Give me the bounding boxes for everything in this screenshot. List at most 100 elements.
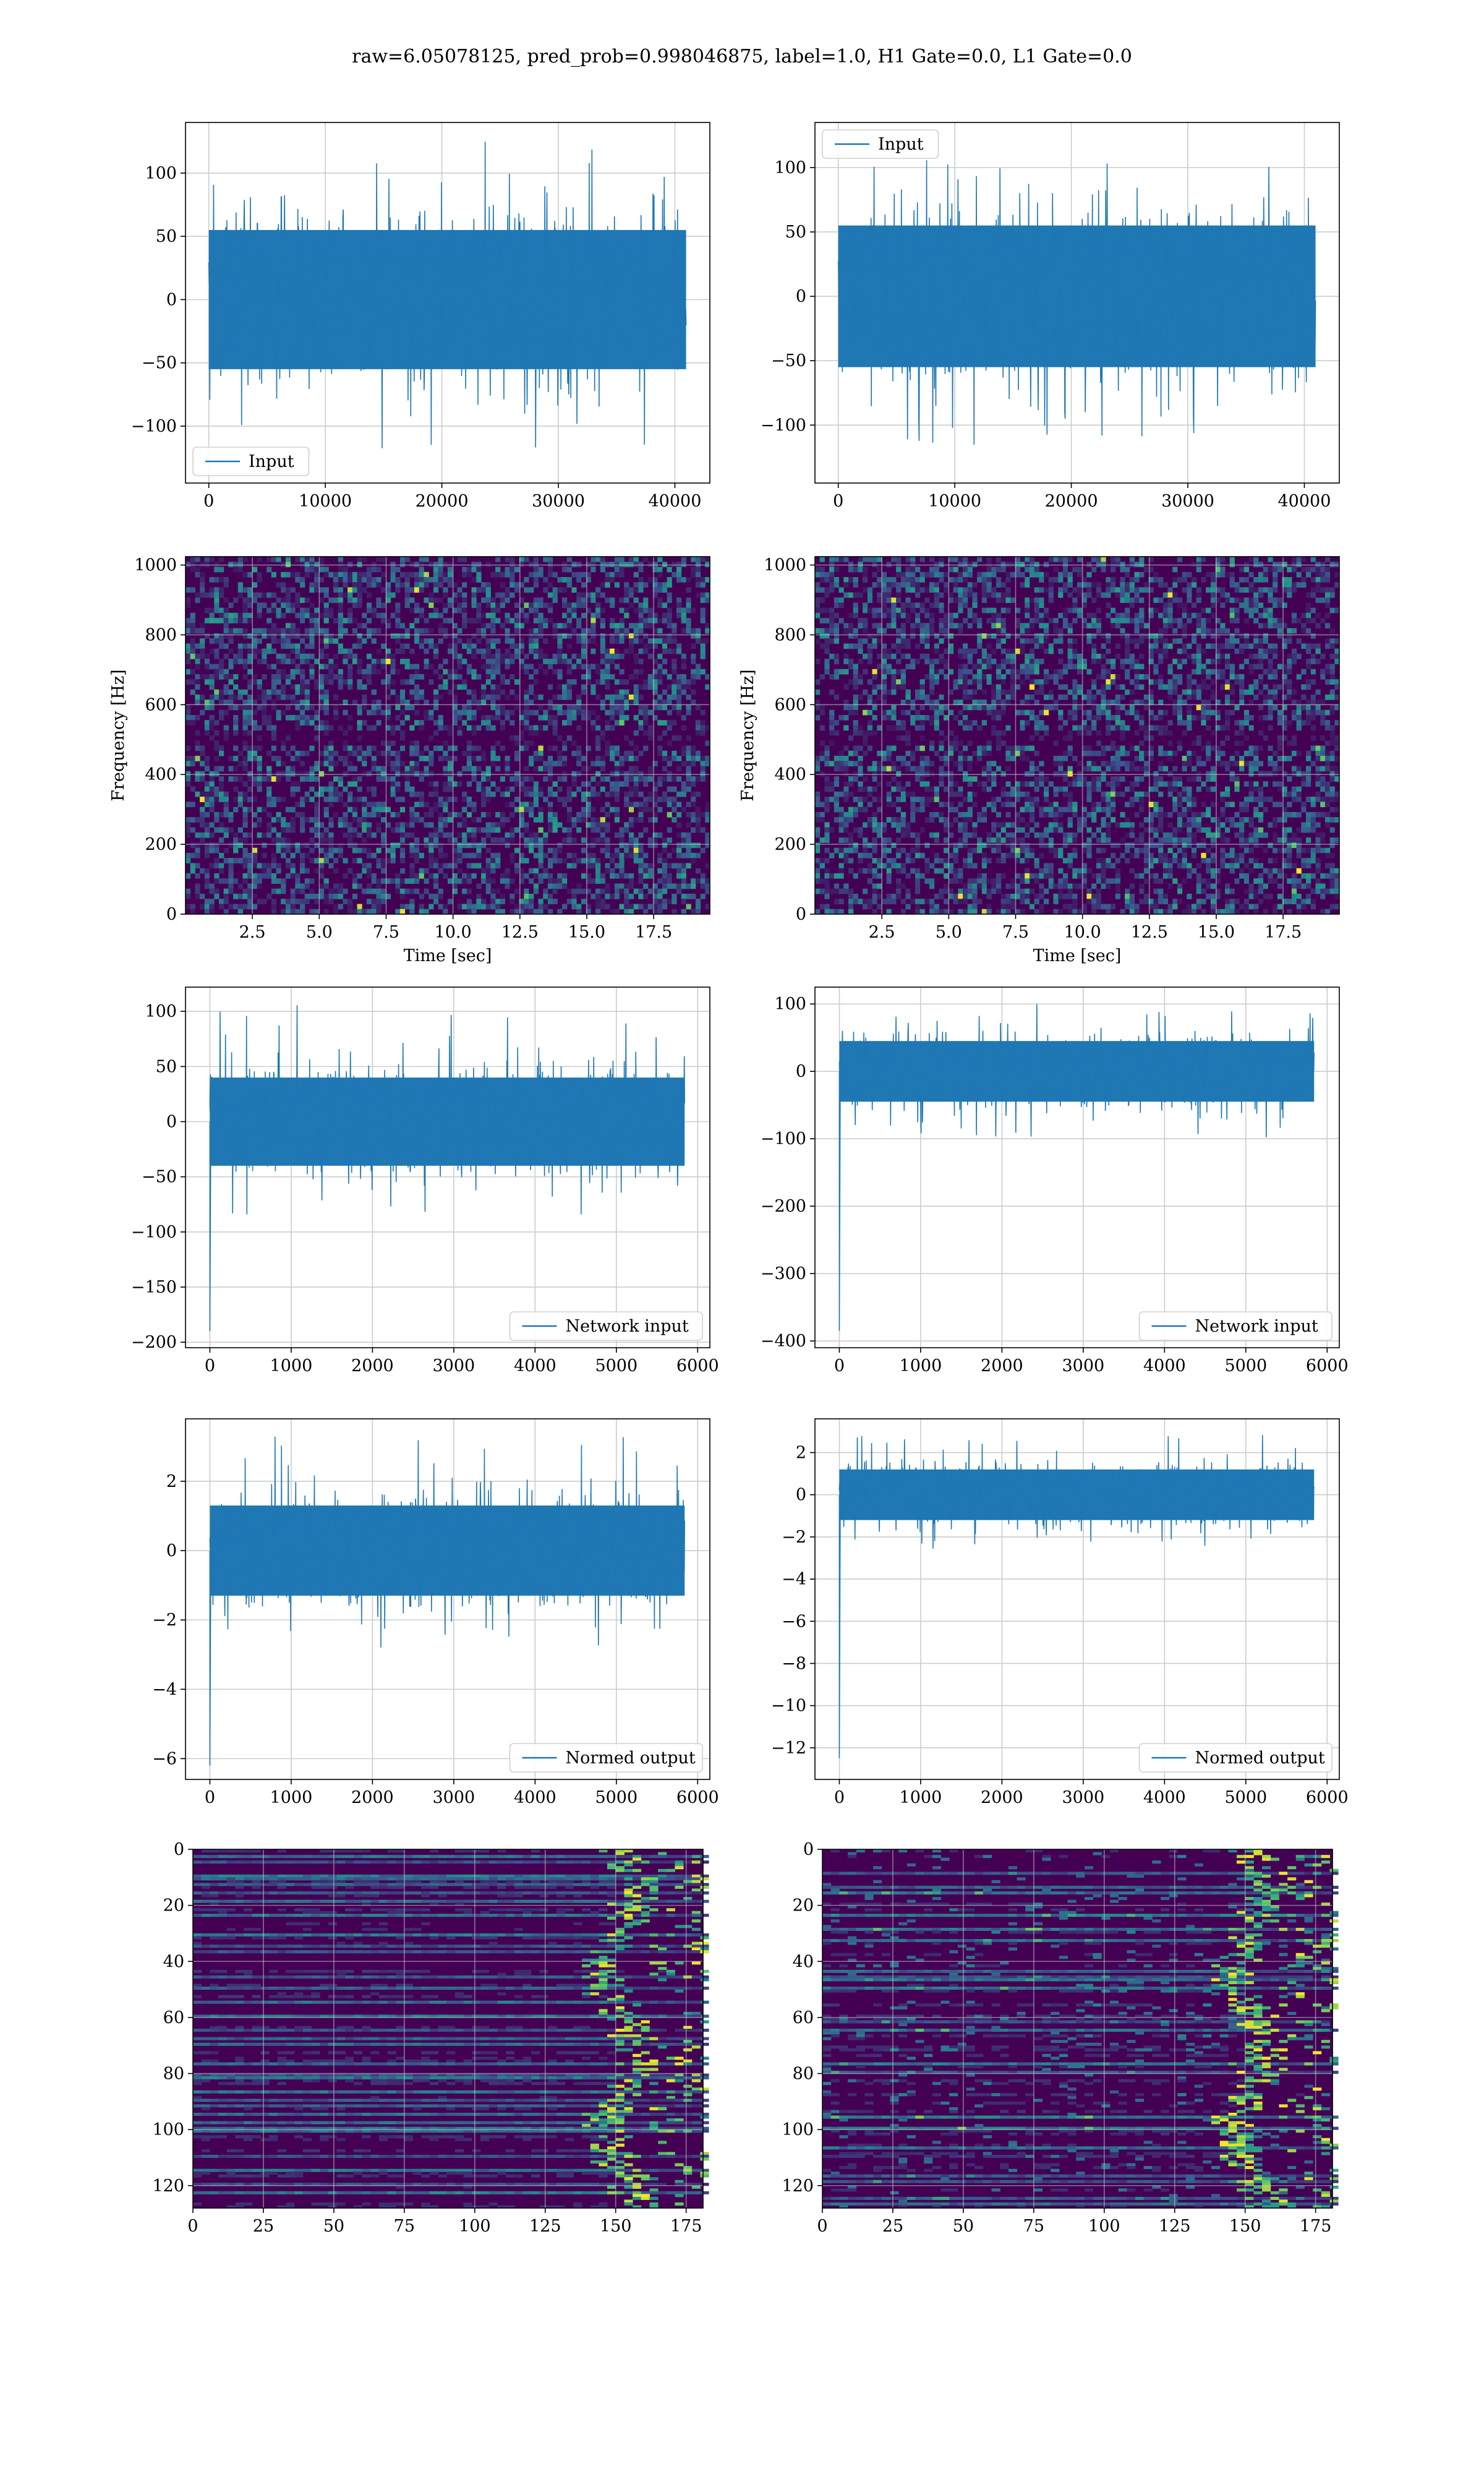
- heatmap-cell: [610, 618, 615, 623]
- heatmap-cell: [557, 704, 563, 711]
- heatmap-cell: [944, 704, 949, 711]
- heatmap-cell: [963, 715, 968, 721]
- heatmap-cell: [314, 684, 320, 690]
- heatmap-cell: [910, 797, 916, 802]
- heatmap-cell: [586, 669, 591, 675]
- heatmap-cell: [485, 638, 491, 644]
- heatmap-cell: [214, 878, 220, 884]
- heatmap-cell: [242, 700, 248, 705]
- heatmap-cell: [667, 694, 672, 700]
- heatmap-cell: [300, 899, 305, 904]
- heatmap-cell: [424, 618, 429, 623]
- heatmap-cell: [490, 638, 496, 644]
- heatmap-cell: [652, 786, 658, 792]
- heatmap-cell: [186, 597, 191, 603]
- heatmap-cell: [471, 694, 477, 700]
- heatmap-cell: [533, 648, 539, 654]
- heatmap-cell: [433, 669, 439, 675]
- heatmap-cell: [595, 587, 601, 593]
- heatmap-cell: [214, 740, 220, 747]
- heatmap-cell: [571, 894, 577, 899]
- heatmap-cell: [829, 562, 835, 568]
- heatmap-cell: [448, 577, 453, 583]
- heatmap-cell: [872, 817, 877, 823]
- heatmap-cell: [886, 858, 892, 863]
- heatmap-cell: [409, 766, 415, 772]
- heatmap-cell: [881, 715, 887, 721]
- heatmap-cells: [186, 557, 710, 915]
- heatmap-cell: [853, 567, 858, 573]
- heatmap-cell: [877, 781, 882, 787]
- heatmap-cell: [433, 863, 439, 869]
- heatmap-cell: [905, 827, 911, 833]
- heatmap-cell: [667, 597, 672, 603]
- heatmap-cell: [376, 704, 382, 711]
- heatmap-cell: [385, 745, 391, 751]
- heatmap-cell: [195, 674, 200, 680]
- heatmap-cell: [505, 612, 510, 618]
- heatmap-cell: [967, 781, 973, 787]
- heatmap-cell: [944, 873, 949, 879]
- heatmap-cell: [252, 873, 258, 879]
- heatmap-cell: [190, 761, 195, 767]
- heatmap-cell: [815, 607, 821, 614]
- heatmap-cell: [595, 878, 601, 884]
- heatmap-cell: [963, 689, 968, 695]
- heatmap-cell: [371, 709, 377, 716]
- heatmap-cell: [929, 899, 935, 904]
- heatmap-cell: [371, 704, 377, 711]
- heatmap-cell: [476, 618, 482, 623]
- heatmap-cell: [505, 587, 510, 593]
- heatmap-cell: [877, 863, 882, 869]
- heatmap-cell: [433, 786, 439, 792]
- heatmap-cell: [219, 577, 224, 583]
- heatmap-cell: [237, 592, 244, 598]
- heatmap-cell: [242, 797, 248, 802]
- heatmap-cell: [352, 858, 358, 863]
- heatmap-cell: [915, 567, 921, 573]
- heatmap-cell: [638, 894, 644, 899]
- heatmap-cell: [376, 659, 382, 664]
- heatmap-cell: [352, 781, 358, 787]
- heatmap-cell: [566, 577, 572, 583]
- heatmap-cell: [944, 633, 949, 639]
- heatmap-cell: [562, 797, 568, 802]
- heatmap-cell: [667, 776, 672, 782]
- heatmap-cell: [195, 684, 200, 690]
- heatmap-cell: [934, 725, 939, 731]
- heatmap-cell: [285, 847, 291, 854]
- heatmap-cell: [281, 643, 286, 649]
- heatmap-cell: [257, 863, 262, 869]
- heatmap-cell: [824, 868, 830, 874]
- heatmap-cell: [490, 653, 496, 659]
- heatmap-cell: [705, 883, 710, 889]
- heatmap-cell: [562, 689, 568, 695]
- heatmap-cell: [381, 750, 386, 756]
- heatmap-cell: [958, 888, 963, 894]
- heatmap-cell: [404, 582, 410, 588]
- heatmap-cell: [919, 684, 925, 690]
- heatmap-cell: [614, 745, 620, 751]
- heatmap-cell: [638, 852, 644, 858]
- heatmap-cell: [919, 899, 925, 904]
- heatmap-cell: [638, 878, 644, 884]
- heatmap-cell: [652, 643, 658, 649]
- heatmap-cell: [186, 643, 191, 649]
- heatmap-cell: [233, 612, 239, 618]
- heatmap-cell: [581, 653, 587, 659]
- heatmap-cell: [657, 694, 663, 700]
- heatmap-cell: [309, 847, 315, 854]
- heatmap-cell: [566, 679, 572, 685]
- heatmap-cell: [390, 633, 396, 639]
- heatmap-cell: [905, 577, 911, 583]
- heatmap-cell: [829, 612, 835, 618]
- heatmap-cell: [190, 904, 195, 910]
- heatmap-cell: [934, 571, 939, 578]
- heatmap-cell: [357, 904, 362, 910]
- heatmap-cell: [858, 807, 863, 813]
- heatmap-cell: [395, 700, 401, 705]
- heatmap-cell: [333, 694, 339, 700]
- heatmap-cell: [647, 868, 654, 874]
- heatmap-cell: [505, 638, 510, 644]
- heatmap-cell: [552, 653, 558, 659]
